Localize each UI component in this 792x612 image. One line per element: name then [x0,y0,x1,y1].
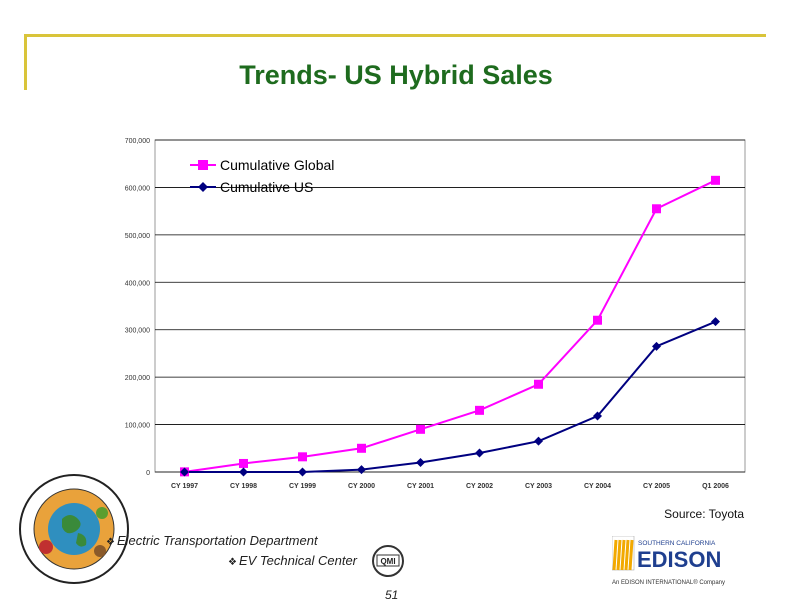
data-point-us [416,458,425,468]
data-point-global [593,315,602,325]
data-point-global [475,405,484,415]
data-point-us [534,436,543,446]
x-tick-label: CY 2003 [525,483,552,490]
edison-logo-icon: SOUTHERN CALIFORNIA EDISON An EDISON INT… [612,536,725,586]
x-tick-label: CY 2000 [348,483,375,490]
x-tick-label: CY 1998 [230,483,257,490]
grid-lines [155,139,745,473]
slide-title: Trends- US Hybrid Sales [239,60,553,90]
center-line: ❖ EV Technical Center [228,553,357,568]
hybrid-sales-chart: 0 100,000 200,000 300,000 400,000 500,000 600,… [125,138,746,490]
x-tick-label: CY 2004 [584,483,611,490]
y-tick-label: 600,000 [125,185,150,192]
page-number: 51 [385,588,399,602]
y-tick-label: 400,000 [125,280,150,287]
data-point-us [298,467,307,477]
data-point-global [711,175,720,185]
diamond-bullet-icon: ❖ [106,537,115,548]
department-text: Electric Transportation Department [116,533,318,548]
legend-label: Cumulative US [220,179,313,195]
y-tick-label: 100,000 [125,423,150,430]
y-tick-label: 500,000 [125,233,150,240]
legend-marker-square [198,160,208,170]
series-lines [184,179,716,473]
x-tick-label: CY 1999 [289,483,316,490]
data-point-us [593,411,602,421]
y-tick-label: 700,000 [125,138,150,145]
data-point-global [239,458,248,468]
slide-frame-left [24,34,27,90]
sustaining-transportation-seal-icon [19,474,129,584]
department-line: ❖ Electric Transportation Department [106,533,318,548]
data-point-global [416,424,425,434]
data-point-us [475,448,484,458]
x-tick-label: CY 2002 [466,483,493,490]
x-tick-label: Q1 2006 [702,483,729,490]
data-point-global [652,204,661,214]
y-tick-label: 300,000 [125,328,150,335]
edison-logo-top: SOUTHERN CALIFORNIA [638,540,716,547]
y-tick-label: 0 [146,470,150,477]
series-line-1 [184,320,716,473]
data-point-global [357,443,366,453]
legend-marker-diamond [198,182,208,192]
qmi-logo-text: QMI [380,557,395,566]
series-markers [180,175,720,477]
edison-logo-bottom: An EDISON INTERNATIONAL® Company [612,579,725,586]
center-text: EV Technical Center [238,553,357,568]
data-point-us [239,467,248,477]
y-tick-labels: 0 100,000 200,000 300,000 400,000 500,000 600,… [125,138,150,477]
series-line-0 [184,179,716,473]
y-tick-label: 200,000 [125,375,150,382]
data-point-us [652,341,661,351]
x-tick-labels: CY 1997 CY 1998 CY 1999 CY 2000 CY 2001 CY 20… [171,483,729,490]
edison-logo-name: EDISON [637,547,721,572]
qmi-logo-icon: QMI [372,545,404,577]
data-point-global [534,379,543,389]
data-point-us [357,465,366,475]
source-note: Source: Toyota [664,507,744,521]
chart-legend: Cumulative Global Cumulative US [190,157,334,195]
data-point-us [711,317,720,327]
legend-label: Cumulative Global [220,157,334,173]
data-point-us [180,467,189,477]
data-point-global [298,452,307,462]
x-tick-label: CY 1997 [171,483,198,490]
slide-frame-top [24,34,766,37]
x-tick-label: CY 2001 [407,483,434,490]
plot-area [154,139,746,473]
x-tick-label: CY 2005 [643,483,670,490]
diamond-bullet-icon: ❖ [228,557,237,568]
